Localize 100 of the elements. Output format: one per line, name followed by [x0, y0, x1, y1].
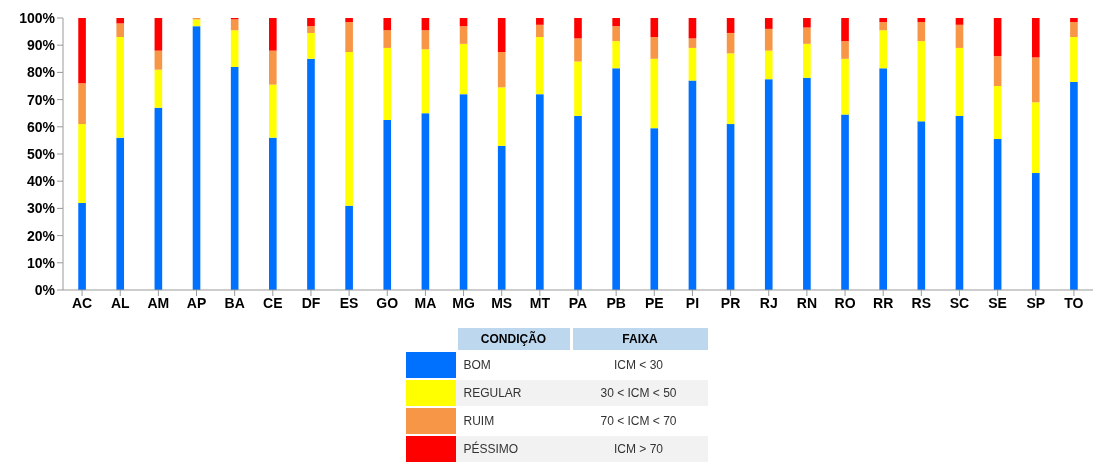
bar [841, 18, 849, 42]
bar [154, 18, 163, 51]
x-tick-label: MS [491, 294, 513, 311]
bar [764, 18, 773, 29]
bar [879, 22, 887, 31]
bar [345, 52, 353, 206]
bar [154, 50, 163, 70]
bar [345, 18, 353, 23]
bar [1070, 37, 1078, 82]
bar [841, 41, 849, 59]
x-tick-label: BA [224, 294, 245, 311]
bar [803, 27, 811, 44]
text: FAIXA [569, 328, 708, 350]
x-tick-label: PB [606, 294, 626, 311]
bar [1031, 173, 1040, 290]
bar [116, 137, 125, 290]
bar [307, 26, 315, 33]
bar [764, 79, 773, 290]
bar [993, 56, 1002, 86]
bar [841, 58, 849, 115]
bar [650, 128, 659, 290]
y-tick-label: 100% [19, 9, 56, 26]
bar [764, 28, 773, 51]
bar [841, 114, 849, 290]
bar [574, 18, 582, 39]
bar [345, 22, 353, 52]
x-tick-label: SE [988, 294, 1007, 311]
bar [154, 107, 163, 290]
bar [1031, 18, 1040, 58]
bar [612, 26, 620, 42]
bar [1070, 81, 1078, 290]
x-tick-label: RS [911, 294, 932, 311]
bar [803, 18, 811, 28]
x-tick-label: DF [301, 294, 321, 311]
bar [116, 23, 125, 38]
bar [116, 18, 125, 24]
bar [459, 26, 468, 44]
bar [688, 80, 697, 290]
bar [78, 18, 86, 84]
bar [726, 32, 735, 54]
bar [192, 19, 201, 27]
bar [612, 68, 620, 290]
bar [78, 124, 86, 203]
bar [383, 30, 392, 48]
legend-label: REGULAR [462, 385, 523, 402]
x-tick-label: PA [568, 294, 588, 311]
x-tick-label: SC [949, 294, 970, 311]
x-tick-label: CE [263, 294, 283, 311]
bar [574, 38, 582, 62]
bar [307, 58, 315, 290]
bar [993, 86, 1002, 140]
bar [421, 113, 430, 290]
bar [574, 115, 582, 290]
bar [955, 115, 964, 290]
bar [421, 30, 430, 50]
text: 30 < ICM < 50 [599, 385, 678, 402]
bar [116, 37, 125, 138]
bar [345, 205, 353, 290]
bar [955, 24, 964, 48]
bar [230, 66, 239, 290]
bar [497, 18, 506, 52]
x-tick-label: AM [147, 294, 170, 311]
bar [269, 137, 277, 290]
bar [230, 19, 239, 31]
legend-label: RUIM [462, 413, 496, 430]
y-tick-label: 30% [26, 200, 56, 217]
bar [1031, 57, 1040, 103]
x-tick-label: PI [685, 294, 700, 311]
bar [574, 61, 582, 116]
bar [650, 18, 659, 38]
x-tick-label: AC [71, 294, 93, 311]
y-tick-label: 70% [26, 91, 56, 108]
y-tick-label: 60% [26, 118, 56, 135]
bar [1031, 102, 1040, 174]
bar [269, 84, 277, 138]
x-tick-label: RJ [759, 294, 778, 311]
bar [879, 30, 887, 69]
y-tick-label: 50% [26, 145, 56, 162]
x-tick-label: MG [452, 294, 475, 311]
bar [459, 18, 468, 27]
bar [955, 18, 964, 25]
bar [612, 18, 620, 27]
bar [879, 68, 887, 290]
legend-title: CONDIÇÃO [457, 328, 570, 350]
x-tick-label: ES [339, 294, 359, 311]
bar [917, 18, 926, 23]
bar [803, 77, 811, 290]
bar [383, 120, 392, 290]
bar [688, 38, 697, 48]
bar [383, 47, 392, 120]
bar [497, 145, 506, 290]
bar [497, 87, 506, 146]
x-tick-label: PE [644, 294, 664, 311]
y-tick-label: 20% [26, 227, 56, 244]
bar [536, 24, 544, 38]
bar [459, 94, 468, 290]
text: 70 < ICM < 70 [599, 413, 678, 430]
bar [726, 124, 735, 290]
bar [993, 18, 1002, 57]
x-tick-label: RN [796, 294, 818, 311]
